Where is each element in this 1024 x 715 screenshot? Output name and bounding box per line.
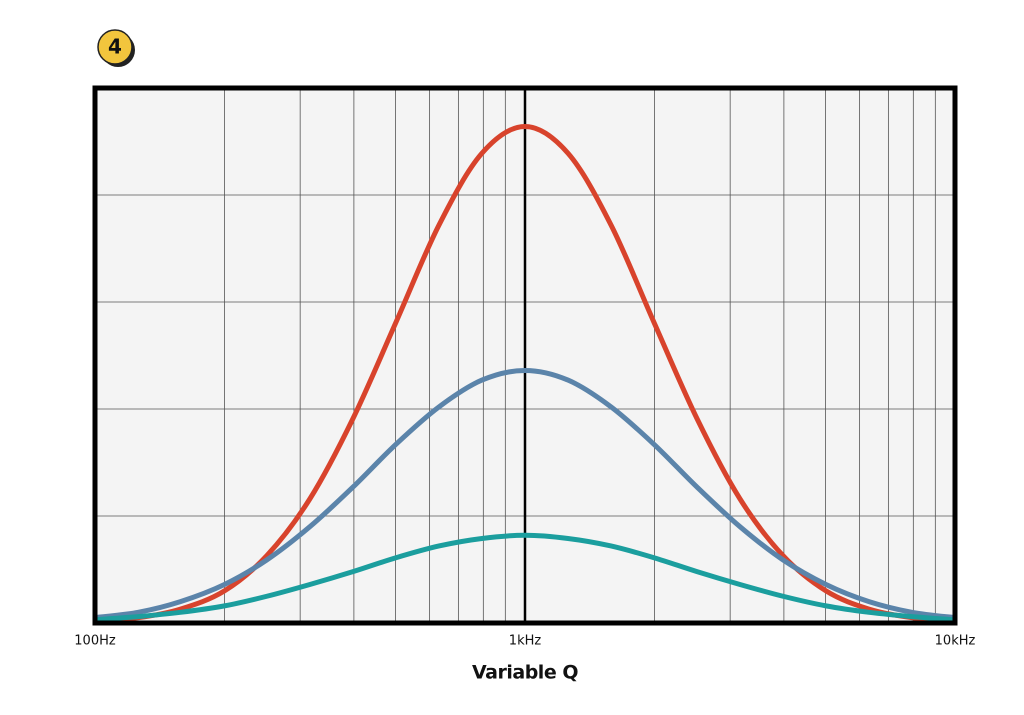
x-tick-label: 100Hz (74, 634, 116, 649)
curve (92, 367, 958, 621)
badge-number: 4 (108, 35, 122, 59)
plot-border (92, 85, 958, 626)
x-tick-label: 1kHz (509, 634, 542, 649)
x-tick-label: 10kHz (935, 634, 976, 649)
badge (97, 29, 133, 65)
lines (92, 124, 958, 624)
curve (92, 532, 958, 623)
x-axis-label: Variable Q (472, 662, 578, 684)
